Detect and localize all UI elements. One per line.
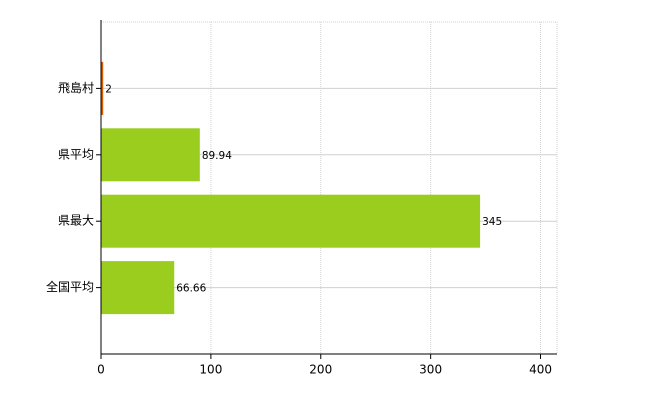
y-tick-label: 全国平均 [46, 279, 94, 294]
bar [101, 194, 481, 248]
x-tick-label: 400 [529, 363, 552, 377]
value-label: 345 [482, 216, 502, 228]
x-tick-label: 0 [97, 363, 105, 377]
y-tick-label: 飛島村 [58, 80, 94, 95]
x-tick-label: 300 [419, 363, 442, 377]
value-label: 66.66 [176, 283, 206, 295]
value-label: 89.94 [202, 150, 232, 162]
x-tick-label: 200 [309, 363, 332, 377]
y-tick-label: 県平均 [58, 147, 94, 161]
value-label: 2 [105, 83, 112, 95]
bar [101, 261, 175, 315]
y-tick-label: 県最大 [58, 214, 94, 228]
bar [101, 61, 104, 115]
bar [101, 128, 200, 182]
x-tick-label: 100 [199, 363, 222, 377]
